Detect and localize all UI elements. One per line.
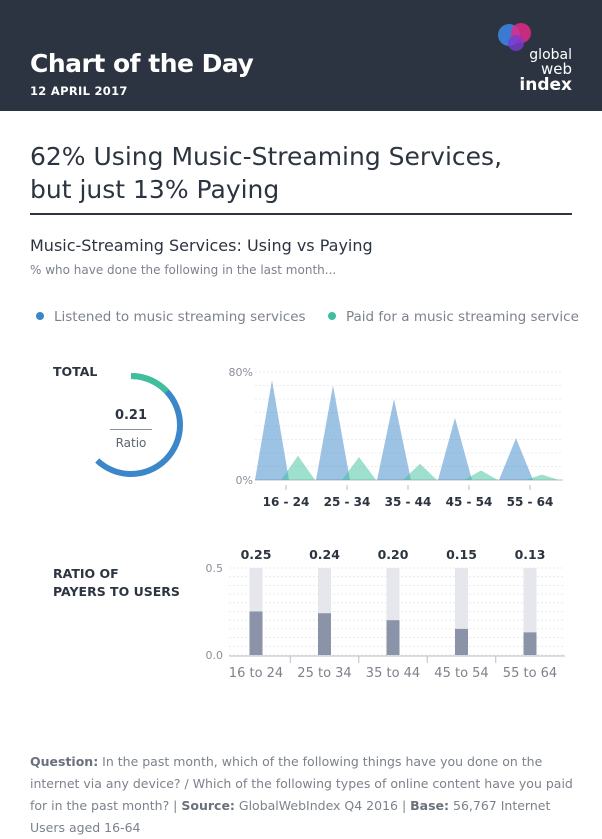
legend-label-paid: Paid for a music streaming service xyxy=(346,309,579,325)
bar xyxy=(386,620,400,655)
chart-title: Music-Streaming Services: Using vs Payin… xyxy=(30,236,373,255)
logo-text-web: web xyxy=(540,60,572,78)
bar xyxy=(523,632,537,655)
logo-text-global: global xyxy=(529,47,572,63)
x-tick-label: 55 to 64 xyxy=(503,666,557,681)
footer-question-label: Question: xyxy=(30,754,99,769)
age-area-chart: 80% 0% 16 - 24 25 - 34 35 - 44 45 - 54 55 - 64 xyxy=(229,366,563,509)
bar-value-label: 0.20 xyxy=(378,547,409,562)
area-peak-paid xyxy=(342,457,376,480)
legend-dot-icon xyxy=(36,312,44,320)
footer-separator: | xyxy=(169,798,182,813)
x-tick-label: 16 to 24 xyxy=(229,666,283,681)
header-date: 12 APRIL 2017 xyxy=(30,84,128,98)
donut-separator xyxy=(110,429,152,430)
headline-divider xyxy=(30,213,572,215)
legend-label-listened: Listened to music streaming services xyxy=(54,309,306,325)
y-tick-label: 80% xyxy=(229,366,253,379)
headline-line1: 62% Using Music-Streaming Services, xyxy=(30,142,503,171)
footer-separator: | xyxy=(397,798,411,813)
bar-value-label: 0.15 xyxy=(446,547,477,562)
footer-source-label: Source: xyxy=(181,798,235,813)
x-tick-label: 25 to 34 xyxy=(297,666,351,681)
footer-question-text: In the past month, which of the followin… xyxy=(30,754,573,813)
area-peak-listened xyxy=(438,417,472,480)
chart-subtitle: % who have done the following in the las… xyxy=(30,263,337,277)
header-banner: Chart of the Day 12 APRIL 2017 global we… xyxy=(0,0,602,111)
x-tick-label: 35 - 44 xyxy=(385,495,432,509)
donut-paid-arc xyxy=(88,373,183,477)
donut-ratio-label: Ratio xyxy=(115,436,147,450)
x-tick-label: 45 - 54 xyxy=(446,495,493,509)
x-tick-label: 16 - 24 xyxy=(263,495,310,509)
ratio-label-line1: RATIO OF xyxy=(53,566,119,581)
bar xyxy=(455,628,468,655)
legend-dot-icon xyxy=(328,312,336,320)
x-tick-label: 55 - 64 xyxy=(507,495,554,509)
donut-ratio-value: 0.21 xyxy=(114,408,148,423)
globalwebindex-logo-icon xyxy=(498,23,531,51)
ratio-bar-chart: 0.5 0.0 0.25 16 to 24 0.24 25 to 34 0.20 35 to … xyxy=(206,547,565,681)
x-tick-label: 35 to 44 xyxy=(366,666,420,681)
area-peak-paid xyxy=(525,474,559,480)
area-peak-paid xyxy=(281,455,315,480)
footer-source-text: GlobalWebIndex Q4 2016 xyxy=(234,798,398,813)
logo-text-index: index xyxy=(519,75,572,95)
bar xyxy=(318,613,331,655)
total-label: TOTAL xyxy=(53,364,98,379)
ratio-label-line2: PAYERS TO USERS xyxy=(53,584,180,599)
bar-value-label: 0.24 xyxy=(309,547,340,562)
y-tick-label: 0.0 xyxy=(206,649,224,662)
area-peak-listened xyxy=(377,399,411,480)
area-peak-paid xyxy=(403,463,437,480)
total-donut-chart xyxy=(88,373,183,477)
ratio-section-label: RATIO OF PAYERS TO USERS xyxy=(53,565,180,601)
y-tick-label: 0% xyxy=(236,474,253,487)
x-tick-label: 45 to 54 xyxy=(434,666,488,681)
y-tick-label: 0.5 xyxy=(206,562,224,575)
footer-notes: Question: In the past month, which of th… xyxy=(30,751,575,839)
legend-item-listened: Listened to music streaming services xyxy=(36,309,306,325)
header-title: Chart of the Day xyxy=(30,49,254,78)
area-peak-listened xyxy=(255,380,289,480)
footer-base-label: Base: xyxy=(410,798,450,813)
bar-value-label: 0.25 xyxy=(241,547,272,562)
headline: 62% Using Music-Streaming Services, but … xyxy=(30,140,502,206)
bar xyxy=(249,611,263,655)
headline-line2: but just 13% Paying xyxy=(30,175,280,204)
bar-value-label: 0.13 xyxy=(515,547,546,562)
area-peak-listened xyxy=(499,438,533,480)
area-peak-listened xyxy=(316,385,350,480)
area-peak-paid xyxy=(464,470,498,480)
x-tick-label: 25 - 34 xyxy=(324,495,371,509)
legend-item-paid: Paid for a music streaming service xyxy=(328,309,579,325)
